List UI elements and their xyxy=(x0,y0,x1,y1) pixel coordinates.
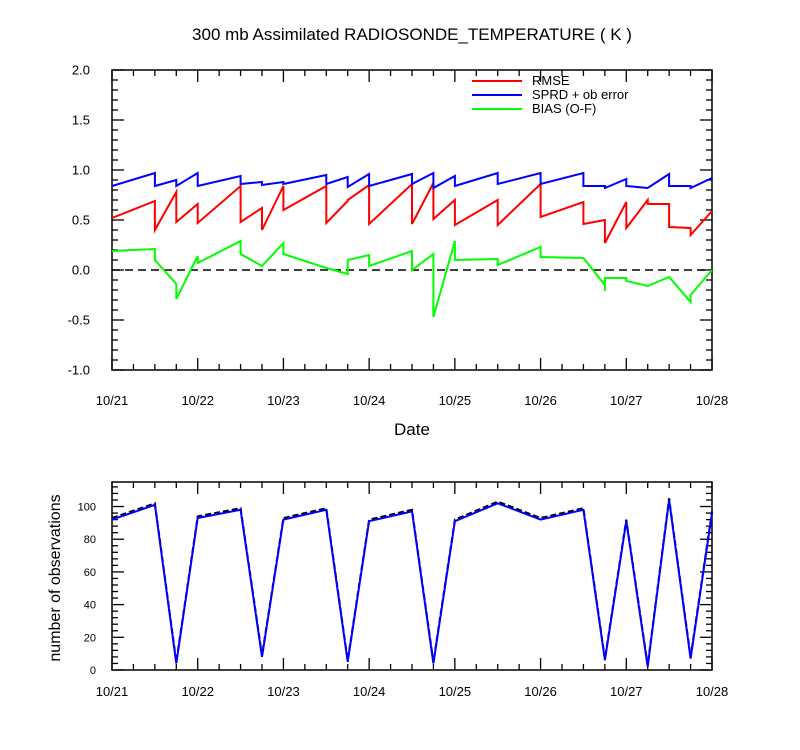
top-x-tick-label: 10/25 xyxy=(439,393,472,408)
top-x-tick-label: 10/21 xyxy=(96,393,129,408)
bottom-series-series-1-line xyxy=(111,499,713,667)
bottom-series-series-0-line xyxy=(111,498,713,666)
legend-label: RMSE xyxy=(532,73,570,88)
top-series-bias-o-f-line xyxy=(111,239,713,318)
bottom-x-tick-label: 10/23 xyxy=(267,684,300,699)
bottom-x-tick-label: 10/24 xyxy=(353,684,386,699)
bottom-y-tick-label: 60 xyxy=(84,567,96,579)
top-x-tick-label: 10/24 xyxy=(353,393,386,408)
top-series-rmse-line xyxy=(111,181,713,244)
bottom-y-tick-label: 20 xyxy=(84,632,96,644)
bottom-x-tick-label: 10/22 xyxy=(181,684,214,699)
x-axis-label: Date xyxy=(394,420,430,439)
bottom-x-tick-label: 10/25 xyxy=(439,684,472,699)
top-y-tick-label: -1.0 xyxy=(68,363,90,378)
top-x-tick-label: 10/22 xyxy=(181,393,214,408)
bottom-x-tick-label: 10/21 xyxy=(96,684,129,699)
bottom-y-axis-label: number of observations xyxy=(47,494,64,661)
bottom-y-tick-label: 0 xyxy=(90,665,96,677)
bottom-y-tick-label: 40 xyxy=(84,600,96,612)
bottom-y-tick-label: 100 xyxy=(78,501,96,513)
top-y-tick-label: -0.5 xyxy=(68,313,90,328)
bottom-x-tick-label: 10/27 xyxy=(610,684,643,699)
bottom-x-tick-label: 10/26 xyxy=(524,684,557,699)
top-y-tick-label: 1.0 xyxy=(72,163,90,178)
top-x-tick-label: 10/27 xyxy=(610,393,643,408)
chart-title: 300 mb Assimilated RADIOSONDE_TEMPERATUR… xyxy=(192,25,632,44)
top-y-tick-label: 0.0 xyxy=(72,263,90,278)
bottom-y-tick-label: 80 xyxy=(84,534,96,546)
top-x-tick-label: 10/26 xyxy=(524,393,557,408)
top-x-tick-label: 10/28 xyxy=(696,393,729,408)
legend-label: SPRD + ob error xyxy=(532,87,629,102)
top-x-tick-label: 10/23 xyxy=(267,393,300,408)
top-series-sprd-ob-error-line xyxy=(111,171,713,190)
top-y-tick-label: 2.0 xyxy=(72,63,90,78)
legend-label: BIAS (O-F) xyxy=(532,101,596,116)
top-y-tick-label: 1.5 xyxy=(72,113,90,128)
bottom-x-tick-label: 10/28 xyxy=(696,684,729,699)
top-y-tick-label: 0.5 xyxy=(72,213,90,228)
